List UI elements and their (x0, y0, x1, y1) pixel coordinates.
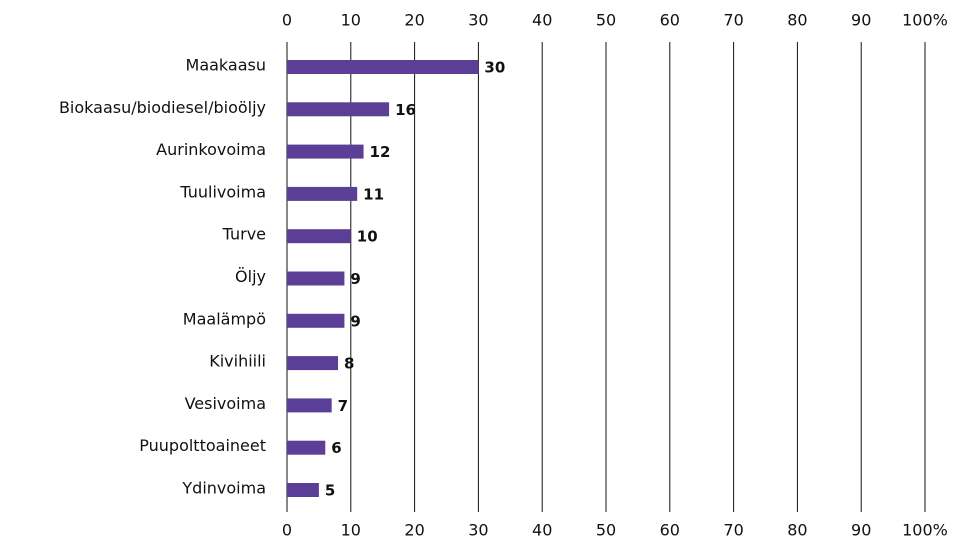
category-label: Aurinkovoima (156, 140, 266, 159)
value-label: 6 (331, 439, 341, 457)
bar (287, 356, 339, 371)
x-tick-label: 60 (660, 11, 680, 30)
category-label: Biokaasu/biodiesel/bioöljy (59, 98, 266, 117)
bar (287, 102, 390, 117)
bar (287, 440, 326, 455)
value-label: 9 (350, 312, 360, 330)
x-tick-label: 20 (404, 521, 424, 540)
x-tick-label: 50 (596, 11, 616, 30)
category-label: Kivihiili (209, 352, 266, 371)
x-tick-label: 90 (851, 521, 871, 540)
x-tick-label: 20 (404, 11, 424, 30)
x-tick-label: 100% (902, 11, 948, 30)
x-tick-label: 60 (660, 521, 680, 540)
x-tick-label: 40 (532, 521, 552, 540)
value-label: 30 (484, 59, 505, 77)
x-tick-label: 40 (532, 11, 552, 30)
value-label: 7 (338, 397, 348, 415)
category-label: Ydinvoima (181, 479, 266, 498)
x-tick-label: 80 (787, 521, 807, 540)
x-tick-label: 0 (282, 521, 292, 540)
x-tick-label: 80 (787, 11, 807, 30)
value-label: 8 (344, 355, 354, 373)
value-label: 5 (325, 482, 335, 500)
bar (287, 186, 358, 201)
category-label: Vesivoima (185, 394, 266, 413)
category-label: Turve (222, 225, 266, 244)
x-tick-label: 100% (902, 521, 948, 540)
bar (287, 398, 332, 413)
category-label: Öljy (235, 267, 266, 286)
value-label: 16 (395, 101, 416, 119)
category-label: Maakaasu (186, 56, 266, 75)
bar (287, 271, 345, 286)
bar (287, 229, 351, 244)
x-tick-label: 70 (723, 521, 743, 540)
x-tick-label: 70 (723, 11, 743, 30)
category-label: Puupolttoaineet (139, 436, 266, 455)
x-tick-label: 90 (851, 11, 871, 30)
value-label: 11 (363, 185, 384, 203)
x-tick-label: 30 (468, 521, 488, 540)
bar (287, 60, 479, 74)
x-tick-label: 10 (341, 521, 361, 540)
value-label: 12 (370, 143, 391, 161)
bar (287, 483, 319, 497)
value-label: 10 (357, 228, 378, 246)
x-tick-label: 30 (468, 11, 488, 30)
category-label: Maalämpö (183, 309, 266, 328)
x-tick-label: 0 (282, 11, 292, 30)
x-tick-label: 10 (341, 11, 361, 30)
bar (287, 144, 364, 159)
category-label: Tuulivoima (179, 182, 266, 201)
value-label: 9 (350, 270, 360, 288)
bar (287, 313, 345, 328)
x-tick-label: 50 (596, 521, 616, 540)
